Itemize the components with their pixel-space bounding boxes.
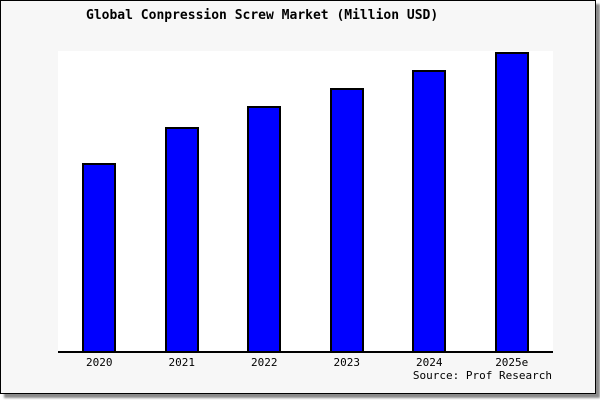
source-label: Source: Prof Research (412, 369, 552, 382)
bar-2021 (164, 126, 199, 351)
bar-2024 (412, 69, 447, 351)
x-axis-labels: 2020 2021 2022 2023 2024 2025e (58, 356, 553, 370)
x-tick-label-2022: 2022 (251, 356, 278, 369)
x-tick-label-2023: 2023 (333, 356, 361, 369)
x-tick-label-2025e: 2025e (495, 356, 529, 369)
chart-title: Global Conpression Screw Market (Million… (86, 8, 439, 23)
bar-2022 (247, 105, 282, 351)
x-tick-label-2020: 2020 (86, 356, 113, 369)
x-tick-label-2021: 2021 (168, 356, 196, 369)
bar-2025e (494, 51, 529, 351)
bar-2020 (82, 162, 117, 351)
chart-frame: Global Conpression Screw Market (Million… (0, 0, 596, 394)
x-tick-label-2024: 2024 (416, 356, 443, 369)
bars-layer (58, 51, 553, 351)
plot-area (58, 51, 553, 353)
bar-2023 (329, 87, 364, 351)
